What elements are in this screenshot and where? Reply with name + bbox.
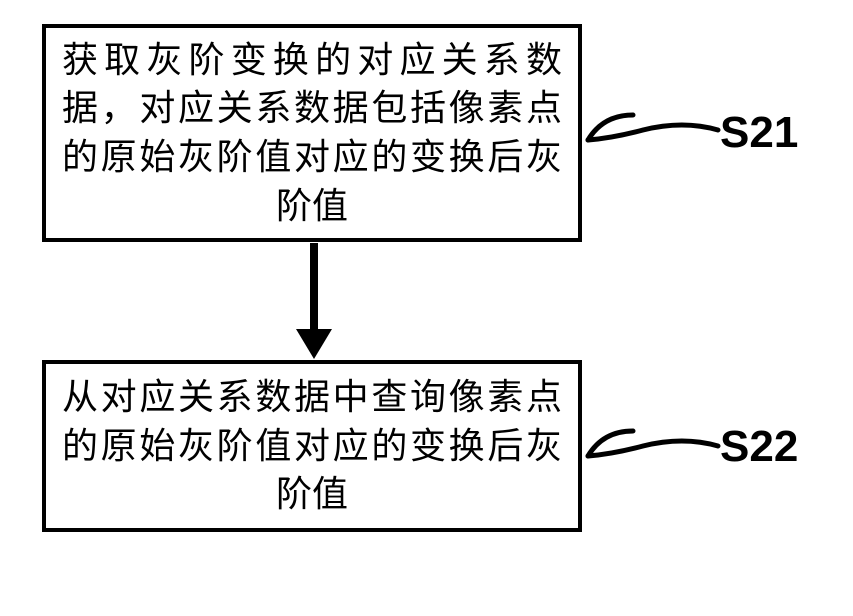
arrow-line	[310, 243, 318, 335]
bracket-connector-icon	[583, 80, 723, 150]
step-text: 获取灰阶变换的对应关系数据，对应关系数据包括像素点的原始灰阶值对应的变换后灰阶值	[62, 36, 562, 230]
flowchart-arrow	[300, 243, 328, 359]
flowchart-container: 获取灰阶变换的对应关系数据，对应关系数据包括像素点的原始灰阶值对应的变换后灰阶值…	[0, 0, 853, 616]
flowchart-step-s22: 从对应关系数据中查询像素点的原始灰阶值对应的变换后灰阶值	[42, 360, 582, 532]
step-label-s21: S21	[720, 108, 798, 158]
arrow-head-icon	[296, 329, 332, 359]
bracket-connector-icon	[583, 396, 723, 466]
step-label-s22: S22	[720, 422, 798, 472]
step-text: 从对应关系数据中查询像素点的原始灰阶值对应的变换后灰阶值	[62, 373, 562, 519]
flowchart-step-s21: 获取灰阶变换的对应关系数据，对应关系数据包括像素点的原始灰阶值对应的变换后灰阶值	[42, 24, 582, 242]
